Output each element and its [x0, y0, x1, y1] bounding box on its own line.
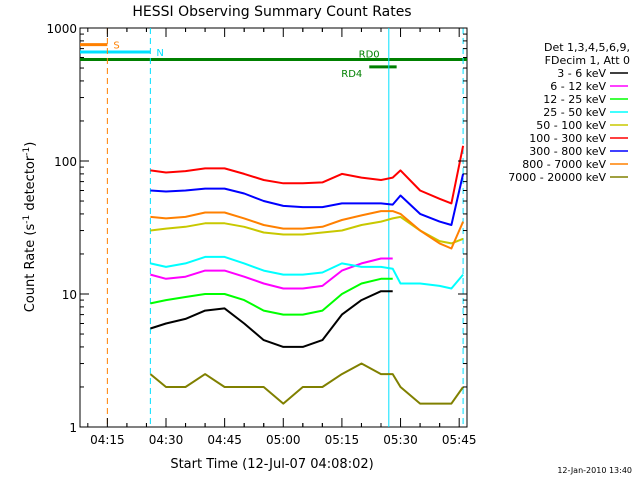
timestamp: 12-Jan-2010 13:40 — [557, 466, 632, 475]
plot-area — [79, 27, 468, 428]
y-axis-label-sup2: -1 — [22, 147, 32, 156]
series-line — [150, 145, 465, 205]
flag-label: RD4 — [341, 69, 362, 80]
y-axis-label: Count Rate (s-1 detector-1) — [22, 142, 38, 313]
legend: Det 1,3,4,5,6,9, FDecim 1, Att 0 3 - 6 k… — [508, 41, 630, 184]
y-tick-label: 1000 — [46, 22, 77, 36]
y-tick-label: 100 — [54, 155, 77, 169]
x-tick-label: 05:15 — [325, 433, 360, 447]
axes: 04:15 04:30 04:45 05:00 05:15 05:30 05:45 1 10 10… — [46, 22, 476, 447]
y-axis-label-sup1: -1 — [22, 215, 32, 224]
y-axis-label-main: Count Rate (s — [23, 224, 38, 313]
x-tick-label: 04:30 — [149, 433, 184, 447]
y-tick-label: 1 — [69, 421, 77, 435]
y-axis-label-mid: detector — [23, 155, 38, 215]
series-line — [150, 210, 465, 250]
flag-label: N — [156, 48, 163, 59]
x-tick-label: 05:30 — [383, 433, 418, 447]
series-line — [150, 291, 463, 347]
y-axis-label-end: ) — [23, 142, 38, 147]
flag-label: RD0 — [359, 49, 380, 60]
legend-label: 300 - 800 keV — [529, 145, 606, 158]
series-line — [150, 173, 465, 226]
flags-layer: S N RD0 RD4 — [80, 41, 467, 80]
series-line — [150, 215, 464, 245]
chart-title: HESSI Observing Summary Count Rates — [132, 4, 411, 20]
legend-header-line-2: FDecim 1, Att 0 — [545, 54, 630, 67]
plot-frame — [79, 27, 468, 428]
legend-label: 800 - 7000 keV — [522, 158, 606, 171]
legend-label: 12 - 25 keV — [543, 93, 606, 106]
x-tick-label: 05:45 — [442, 433, 477, 447]
x-tick-label: 04:45 — [207, 433, 242, 447]
legend-label: 6 - 12 keV — [550, 80, 606, 93]
legend-label: 100 - 300 keV — [529, 132, 606, 145]
legend-label: 25 - 50 keV — [543, 106, 606, 119]
legend-label: 7000 - 20000 keV — [508, 171, 606, 184]
series-line — [150, 255, 464, 290]
x-tick-label: 04:15 — [90, 433, 125, 447]
series-layer — [149, 145, 465, 405]
vertical-markers — [106, 28, 464, 427]
flag-label: S — [113, 41, 119, 52]
series-line — [149, 362, 464, 405]
legend-label: 50 - 100 keV — [536, 119, 606, 132]
x-tick-label: 05:00 — [266, 433, 301, 447]
legend-header-line-1: Det 1,3,4,5,6,9, — [544, 41, 630, 54]
legend-label: 3 - 6 keV — [557, 67, 606, 80]
y-tick-label: 10 — [62, 288, 77, 302]
x-axis-label: Start Time (12-Jul-07 04:08:02) — [170, 457, 373, 472]
